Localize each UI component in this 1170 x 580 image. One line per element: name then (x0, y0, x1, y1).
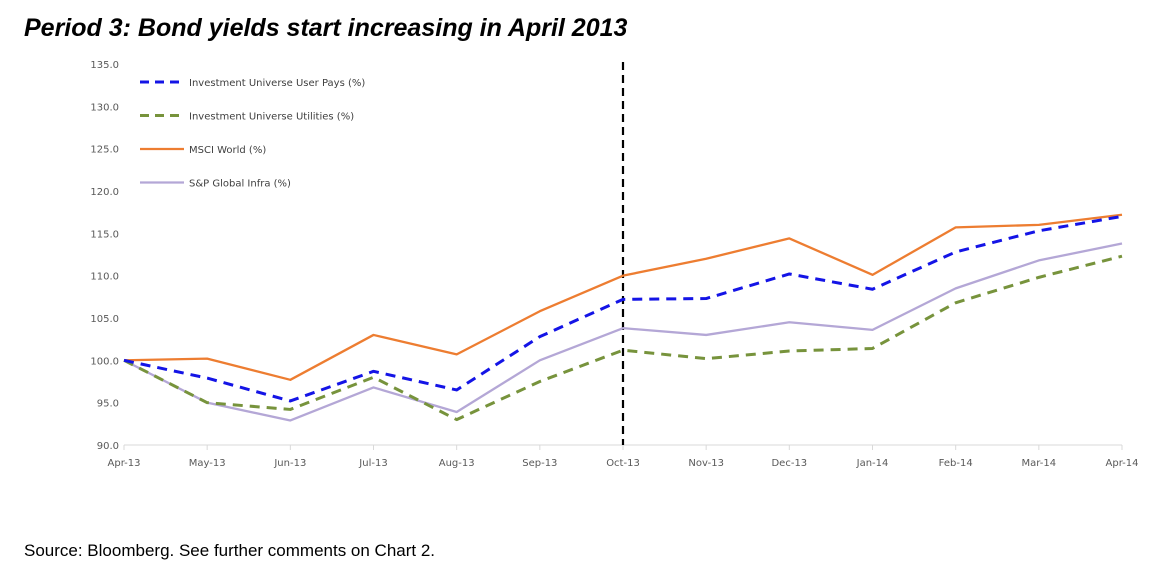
x-tick-label: Apr-13 (108, 458, 141, 469)
series-line-2 (123, 213, 1123, 381)
source-note: Source: Bloomberg. See further comments … (24, 541, 436, 560)
x-tick-label: Jan-14 (856, 458, 889, 469)
x-tick-label: Sep-13 (522, 458, 557, 469)
legend-label: S&P Global Infra (%) (189, 179, 291, 190)
x-tick-label: Mar-14 (1022, 458, 1057, 469)
y-tick-label: 105.0 (90, 314, 119, 325)
y-tick-label: 125.0 (90, 145, 119, 156)
chart-title: Period 3: Bond yields start increasing i… (24, 14, 628, 42)
x-tick-label: Aug-13 (439, 458, 475, 469)
y-tick-label: 135.0 (90, 60, 119, 71)
y-tick-label: 95.0 (97, 399, 119, 410)
y-tick-label: 110.0 (90, 272, 119, 283)
y-tick-label: 130.0 (90, 102, 119, 113)
y-tick-label: 115.0 (90, 229, 119, 240)
x-tick-label: May-13 (189, 458, 226, 469)
series-line-0 (123, 214, 1123, 403)
y-tick-label: 90.0 (97, 441, 119, 452)
legend-label: MSCI World (%) (189, 145, 266, 156)
x-tick-label: Oct-13 (606, 458, 640, 469)
y-tick-label: 120.0 (90, 187, 119, 198)
x-tick-label: Nov-13 (688, 458, 724, 469)
y-tick-label: 100.0 (90, 356, 119, 367)
x-tick-label: Jul-13 (358, 458, 387, 469)
x-tick-label: Dec-13 (771, 458, 807, 469)
legend-label: Investment Universe Utilities (%) (189, 112, 354, 123)
x-tick-label: Apr-14 (1106, 458, 1139, 469)
x-tick-label: Feb-14 (939, 458, 973, 469)
x-tick-label: Jun-13 (273, 458, 306, 469)
legend-label: Investment Universe User Pays (%) (189, 78, 365, 89)
series-line-1 (123, 254, 1123, 422)
line-chart: Apr-13 May-13 Jun-13 Jul-13 Aug-13 Sep-13 Oct-… (90, 60, 1139, 469)
series-line-3 (123, 242, 1123, 422)
